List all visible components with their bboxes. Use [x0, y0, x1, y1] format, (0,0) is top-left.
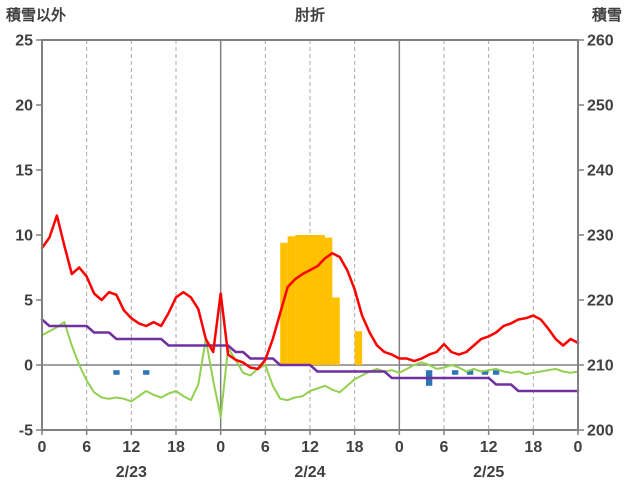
left-axis-tick-label: 5 — [24, 293, 33, 310]
x-axis-date-label: 2/25 — [473, 464, 504, 481]
right-axis-tick-label: 220 — [587, 293, 614, 310]
x-axis-hour-label: 18 — [167, 439, 185, 456]
green-line — [41, 321, 579, 418]
x-axis-hour-label: 6 — [261, 439, 270, 456]
red-line — [40, 214, 580, 371]
snowfall-bar — [295, 235, 303, 365]
right-axis-title: 積雪 — [591, 7, 622, 24]
x-axis-hour-label: 12 — [480, 439, 498, 456]
chart-title: 肘折 — [294, 7, 325, 24]
right-axis-tick-label: 230 — [587, 228, 614, 245]
snowfall-bar — [354, 331, 363, 365]
snowfall-bar — [317, 235, 325, 365]
x-axis-hour-label: 0 — [216, 439, 225, 456]
x-axis-hour-label: 0 — [395, 439, 404, 456]
left-axis-tick-label: -5 — [19, 423, 33, 440]
blue-marker — [481, 370, 489, 375]
x-axis-hour-label: 0 — [574, 439, 583, 456]
x-axis-hour-label: 18 — [346, 439, 364, 456]
purple-snow-depth-line — [40, 318, 580, 393]
left-axis-tick-label: 20 — [15, 98, 33, 115]
right-axis-tick-label: 260 — [587, 33, 614, 50]
snowfall-bar — [287, 236, 296, 365]
right-axis-tick-label: 240 — [587, 163, 614, 180]
blue-marker — [466, 370, 474, 375]
snowfall-bar — [332, 297, 340, 365]
left-axis-tick-label: 0 — [24, 358, 33, 375]
snowfall-bar — [302, 235, 310, 365]
x-axis-hour-label: 6 — [82, 439, 91, 456]
x-axis-hour-label: 0 — [38, 439, 47, 456]
snowfall-bar — [310, 235, 318, 365]
blue-marker — [452, 370, 459, 375]
right-axis-tick-label: 200 — [587, 423, 614, 440]
x-axis-hour-label: 18 — [524, 439, 542, 456]
left-axis-tick-label: 15 — [15, 163, 33, 180]
blue-marker — [113, 370, 120, 375]
x-axis-date-label: 2/24 — [294, 464, 325, 481]
right-axis-tick-label: 250 — [587, 98, 614, 115]
x-axis-hour-label: 12 — [122, 439, 140, 456]
x-axis-date-label: 2/23 — [116, 464, 147, 481]
x-axis-hour-label: 6 — [440, 439, 449, 456]
left-axis-tick-label: 10 — [15, 228, 33, 245]
blue-marker — [492, 370, 500, 375]
x-axis-hour-label: 12 — [301, 439, 319, 456]
snowfall-bar — [324, 237, 333, 365]
blue-marker — [143, 370, 150, 375]
left-axis-title: 積雪以外 — [6, 7, 67, 24]
left-axis-tick-label: 25 — [15, 33, 33, 50]
right-axis-tick-label: 210 — [587, 358, 614, 375]
